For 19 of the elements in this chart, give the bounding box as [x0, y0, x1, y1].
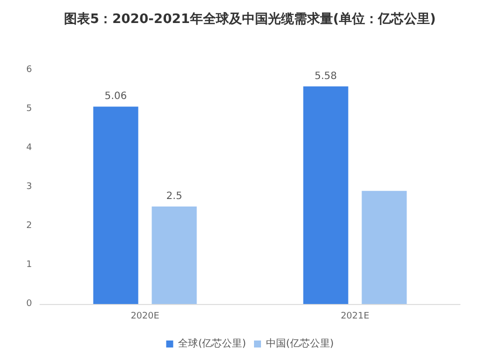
- bar: [303, 86, 348, 304]
- legend-label: 中国(亿芯公里): [266, 338, 334, 350]
- legend-label: 全球(亿芯公里): [178, 338, 246, 350]
- bar: [362, 190, 407, 304]
- bar: [152, 206, 197, 304]
- y-tick-label: 5: [26, 104, 32, 114]
- y-tick-label: 6: [26, 65, 32, 75]
- y-tick-label: 1: [26, 260, 32, 270]
- data-label: 5.58: [314, 70, 337, 82]
- y-tick-label: 3: [26, 182, 32, 192]
- y-tick-label: 0: [26, 299, 32, 309]
- data-label: 2.5: [166, 191, 182, 202]
- bar: [93, 106, 138, 304]
- x-tick-label: 2021E: [340, 312, 370, 322]
- x-tick-label: 2020E: [130, 312, 160, 322]
- y-tick-label: 2: [26, 221, 32, 231]
- y-tick-label: 4: [26, 143, 32, 153]
- data-label: 5.06: [104, 91, 127, 102]
- chart-title: 图表5：2020-2021年全球及中国光缆需求量(单位：亿芯公里): [64, 11, 436, 27]
